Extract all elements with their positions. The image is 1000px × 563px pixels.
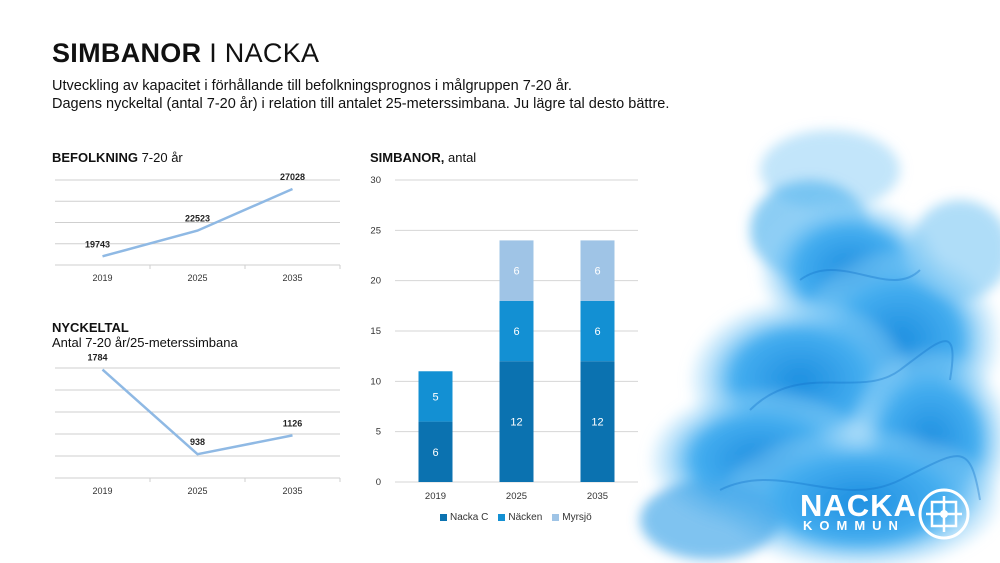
- data-label: 938: [190, 437, 205, 447]
- logo-text-nacka: NACKA: [800, 488, 917, 523]
- keyratio-chart-title: NYCKELTAL: [52, 320, 129, 335]
- population-line-chart: 19743 2019 22523 2025 27028 2035: [55, 172, 341, 283]
- population-chart-title-rest: 7-20 år: [137, 150, 183, 165]
- legend-swatch: [498, 514, 506, 521]
- nacka-kommun-logo: NACKA KOMMUN: [800, 486, 972, 542]
- x-tick-label: 2025: [506, 491, 527, 502]
- y-tick-label: 5: [376, 427, 381, 438]
- legend-item: Myrsjö: [552, 512, 592, 523]
- y-tick-label: 20: [370, 276, 381, 287]
- bar-data-label: 6: [513, 266, 519, 278]
- bar-data-label: 6: [594, 266, 600, 278]
- data-label: 1126: [283, 418, 303, 428]
- bar-data-label: 6: [594, 326, 600, 338]
- x-tick-label: 2035: [282, 486, 302, 496]
- page-title-rest: I NACKA: [201, 38, 320, 68]
- data-label: 22523: [185, 214, 210, 224]
- legend-label: Nacka C: [450, 512, 489, 523]
- bar-data-label: 6: [432, 447, 438, 459]
- legend-item: Nacka C: [440, 512, 488, 523]
- series-line: [102, 187, 294, 258]
- keyratio-chart-title-bold: NYCKELTAL: [52, 320, 129, 335]
- x-tick-label: 2035: [282, 273, 302, 283]
- subtitle-line-1: Utveckling av kapacitet i förhållande ti…: [52, 78, 572, 94]
- x-tick-label: 2025: [187, 273, 207, 283]
- legend-item: Näcken: [498, 512, 542, 523]
- population-chart-title: BEFOLKNING 7-20 år: [52, 150, 183, 165]
- bar-segment: [580, 361, 615, 482]
- legend-label: Myrsjö: [562, 512, 592, 523]
- bar-segment: [499, 361, 534, 482]
- keyratio-line-chart: 1784 2019 938 2025 1126 2035: [55, 353, 341, 496]
- pools-chart-title-rest: antal: [444, 150, 477, 165]
- x-tick-label: 2019: [92, 486, 112, 496]
- bar-segment: [580, 240, 615, 301]
- logo-text-kommun: KOMMUN: [803, 518, 905, 533]
- y-tick-label: 0: [376, 477, 381, 488]
- bar-data-label: 5: [432, 391, 438, 403]
- legend-swatch: [552, 514, 560, 521]
- bar-segment: [418, 421, 453, 482]
- bar-segment: [580, 300, 615, 362]
- legend-swatch: [440, 514, 447, 521]
- bar-segment: [499, 240, 534, 301]
- page-title: SIMBANOR I NACKA: [52, 38, 319, 69]
- population-chart-title-bold: BEFOLKNING: [52, 150, 138, 165]
- bar-data-label: 6: [513, 326, 519, 338]
- data-label: 27028: [280, 172, 305, 182]
- bar-segment: [499, 300, 534, 362]
- x-tick-label: 2035: [587, 491, 608, 502]
- pools-chart-title-bold: SIMBANOR,: [370, 150, 445, 165]
- pools-chart-legend: Nacka C Näcken Myrsjö: [440, 512, 592, 523]
- nacka-emblem-icon: [918, 488, 970, 540]
- y-tick-label: 10: [370, 376, 381, 387]
- legend-label: Näcken: [508, 512, 543, 523]
- series-line: [101, 368, 293, 456]
- y-tick-label: 25: [370, 225, 381, 236]
- bar-segment: [418, 371, 453, 422]
- y-tick-label: 15: [370, 326, 381, 337]
- x-tick-label: 2019: [92, 273, 112, 283]
- x-tick-label: 2019: [425, 491, 446, 502]
- subtitle-line-2: Dagens nyckeltal (antal 7-20 år) i relat…: [52, 96, 670, 112]
- bar-data-label: 12: [591, 417, 603, 429]
- x-tick-label: 2025: [187, 486, 207, 496]
- blue-smoke-image: [640, 130, 1000, 563]
- keyratio-chart-subtitle: Antal 7-20 år/25-meterssimbana: [52, 335, 238, 350]
- page-title-bold: SIMBANOR: [52, 38, 202, 68]
- data-label: 19743: [85, 239, 110, 249]
- bar-data-label: 12: [510, 417, 522, 429]
- pools-chart-title: SIMBANOR, antal: [370, 150, 476, 165]
- y-tick-label: 30: [370, 175, 381, 186]
- data-label: 1784: [87, 353, 107, 363]
